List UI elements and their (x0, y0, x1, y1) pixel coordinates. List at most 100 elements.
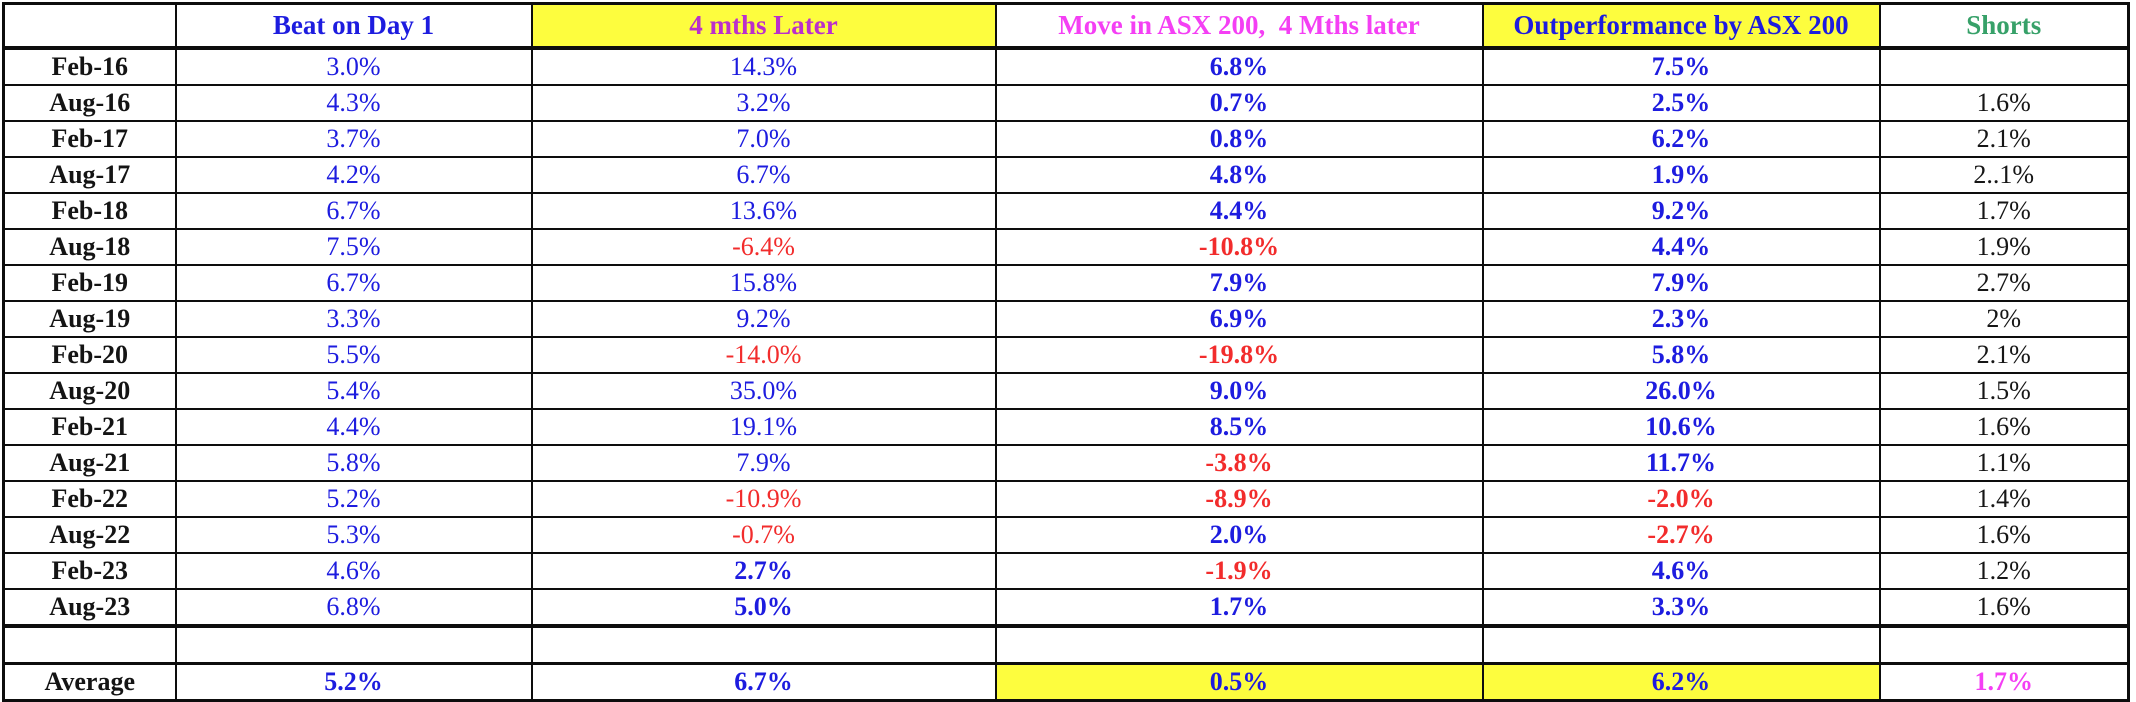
row-label-cell[interactable]: Aug-18 (2, 228, 177, 266)
data-cell[interactable]: 11.7% (1481, 444, 1881, 482)
data-cell[interactable]: 19.1% (530, 408, 997, 446)
header-cell-4-mths-later[interactable]: 4 mths Later (530, 2, 997, 50)
data-cell[interactable]: 0.5% (994, 662, 1484, 702)
data-cell[interactable]: 1.7% (1878, 662, 2130, 702)
data-cell[interactable]: -10.9% (530, 480, 997, 518)
data-cell[interactable]: 2.3% (1481, 300, 1881, 338)
data-cell[interactable]: 4.2% (174, 156, 533, 194)
row-label-cell[interactable]: Feb-23 (2, 552, 177, 590)
row-label-cell[interactable]: Aug-22 (2, 516, 177, 554)
row-label-cell[interactable]: Aug-21 (2, 444, 177, 482)
data-cell[interactable]: -3.8% (994, 444, 1484, 482)
data-cell[interactable]: 6.7% (174, 264, 533, 302)
data-cell[interactable]: 6.8% (174, 588, 533, 627)
data-cell[interactable] (994, 624, 1484, 665)
data-cell[interactable]: 4.8% (994, 156, 1484, 194)
data-cell[interactable]: 0.7% (994, 84, 1484, 122)
data-cell[interactable]: 1.2% (1878, 552, 2130, 590)
row-label-cell[interactable]: Feb-17 (2, 120, 177, 158)
data-cell[interactable]: 2.5% (1481, 84, 1881, 122)
data-cell[interactable]: 5.2% (174, 480, 533, 518)
data-cell[interactable]: 8.5% (994, 408, 1484, 446)
data-cell[interactable]: 2.0% (994, 516, 1484, 554)
data-cell[interactable]: 2% (1878, 300, 2130, 338)
row-label-cell[interactable]: Feb-21 (2, 408, 177, 446)
data-cell[interactable]: 6.9% (994, 300, 1484, 338)
data-cell[interactable]: -14.0% (530, 336, 997, 374)
data-cell[interactable]: 2.7% (1878, 264, 2130, 302)
data-cell[interactable]: 3.3% (174, 300, 533, 338)
data-cell[interactable]: 6.2% (1481, 120, 1881, 158)
row-label-cell[interactable]: Aug-19 (2, 300, 177, 338)
data-cell[interactable] (530, 624, 997, 665)
data-cell[interactable]: 7.9% (994, 264, 1484, 302)
data-cell[interactable]: 3.0% (174, 47, 533, 86)
row-label-cell[interactable]: Average (2, 662, 177, 702)
data-cell[interactable]: -0.7% (530, 516, 997, 554)
header-cell-shorts[interactable]: Shorts (1878, 2, 2130, 50)
data-cell[interactable]: 1.6% (1878, 84, 2130, 122)
data-cell[interactable]: 35.0% (530, 372, 997, 410)
data-cell[interactable]: 7.9% (530, 444, 997, 482)
data-cell[interactable]: 1.5% (1878, 372, 2130, 410)
data-cell[interactable]: 9.0% (994, 372, 1484, 410)
header-cell-move-in-asx200[interactable]: Move in ASX 200, 4 Mths later (994, 2, 1484, 50)
data-cell[interactable]: 1.4% (1878, 480, 2130, 518)
data-cell[interactable]: -1.9% (994, 552, 1484, 590)
data-cell[interactable]: 6.8% (994, 47, 1484, 86)
data-cell[interactable]: 1.6% (1878, 516, 2130, 554)
data-cell[interactable]: 7.5% (174, 228, 533, 266)
data-cell[interactable]: -2.0% (1481, 480, 1881, 518)
data-cell[interactable]: 26.0% (1481, 372, 1881, 410)
row-label-cell[interactable]: Aug-16 (2, 84, 177, 122)
data-cell[interactable] (174, 624, 533, 665)
data-cell[interactable]: 14.3% (530, 47, 997, 86)
data-cell[interactable] (1878, 624, 2130, 665)
data-cell[interactable]: 1.7% (1878, 192, 2130, 230)
data-cell[interactable]: 7.5% (1481, 47, 1881, 86)
data-cell[interactable]: -19.8% (994, 336, 1484, 374)
data-cell[interactable]: 0.8% (994, 120, 1484, 158)
data-cell[interactable]: 1.6% (1878, 588, 2130, 627)
data-cell[interactable]: 5.8% (1481, 336, 1881, 374)
data-cell[interactable]: 2..1% (1878, 156, 2130, 194)
row-label-cell[interactable] (2, 624, 177, 665)
data-cell[interactable]: 4.6% (174, 552, 533, 590)
data-cell[interactable]: 5.8% (174, 444, 533, 482)
row-label-cell[interactable]: Aug-17 (2, 156, 177, 194)
row-label-cell[interactable]: Feb-20 (2, 336, 177, 374)
data-cell[interactable]: 3.3% (1481, 588, 1881, 627)
data-cell[interactable]: 2.1% (1878, 336, 2130, 374)
data-cell[interactable]: 5.3% (174, 516, 533, 554)
row-label-cell[interactable]: Feb-19 (2, 264, 177, 302)
data-cell[interactable]: 6.7% (174, 192, 533, 230)
data-cell[interactable]: 2.7% (530, 552, 997, 590)
data-cell[interactable]: 10.6% (1481, 408, 1881, 446)
data-cell[interactable]: 2.1% (1878, 120, 2130, 158)
header-cell-beat-on-day-1[interactable]: Beat on Day 1 (174, 2, 533, 50)
data-cell[interactable]: 9.2% (1481, 192, 1881, 230)
data-cell[interactable]: -8.9% (994, 480, 1484, 518)
data-cell[interactable]: 4.6% (1481, 552, 1881, 590)
data-cell[interactable]: 9.2% (530, 300, 997, 338)
row-label-cell[interactable]: Aug-20 (2, 372, 177, 410)
data-cell[interactable]: -2.7% (1481, 516, 1881, 554)
header-cell-outperformance[interactable]: Outperformance by ASX 200 (1481, 2, 1881, 50)
data-cell[interactable]: 7.9% (1481, 264, 1881, 302)
data-cell[interactable] (1878, 47, 2130, 86)
data-cell[interactable]: -10.8% (994, 228, 1484, 266)
data-cell[interactable]: 1.1% (1878, 444, 2130, 482)
row-label-cell[interactable]: Aug-23 (2, 588, 177, 627)
data-cell[interactable]: 4.3% (174, 84, 533, 122)
data-cell[interactable]: 6.2% (1481, 662, 1881, 702)
data-cell[interactable]: 13.6% (530, 192, 997, 230)
data-cell[interactable]: 3.7% (174, 120, 533, 158)
row-label-cell[interactable]: Feb-16 (2, 47, 177, 86)
data-cell[interactable] (1481, 624, 1881, 665)
data-cell[interactable]: 1.9% (1878, 228, 2130, 266)
data-cell[interactable]: 4.4% (174, 408, 533, 446)
data-cell[interactable]: -6.4% (530, 228, 997, 266)
row-label-cell[interactable]: Feb-22 (2, 480, 177, 518)
data-cell[interactable]: 5.5% (174, 336, 533, 374)
data-cell[interactable]: 7.0% (530, 120, 997, 158)
